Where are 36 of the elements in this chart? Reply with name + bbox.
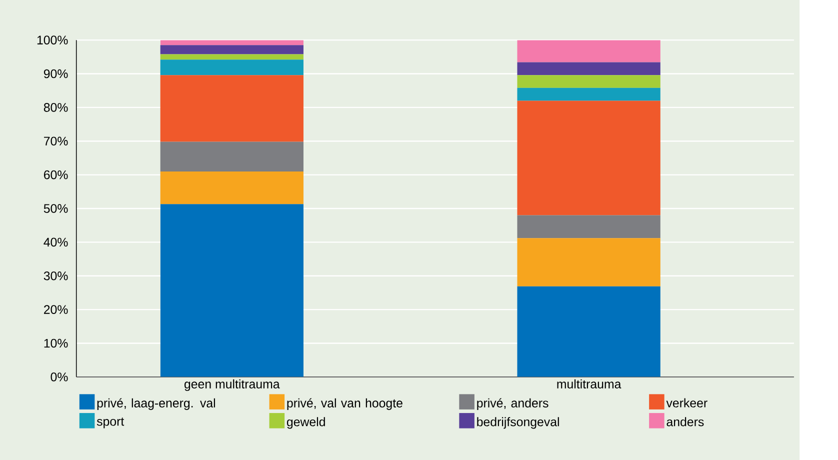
bar: [517, 238, 660, 286]
bar: [160, 142, 304, 172]
bar: [160, 171, 304, 204]
bar: [160, 60, 304, 76]
bar: [160, 204, 304, 377]
y-tick-label: 80%: [44, 103, 68, 112]
y-tick-label: 30%: [44, 271, 68, 280]
legend-label: geweld: [286, 417, 325, 429]
legend-label: privé, val van hoogte: [287, 398, 402, 410]
bar: [517, 62, 660, 76]
legend-label: sport: [96, 418, 124, 428]
y-tick-label: 50%: [44, 204, 68, 213]
bar: [160, 45, 304, 54]
bar: [517, 215, 660, 238]
legend-label: privé, anders: [477, 398, 548, 410]
legend-label: bedrijfsongeval: [477, 417, 559, 429]
y-tick-label: 40%: [44, 238, 68, 247]
legend-label: privé, laag-energ. val: [97, 398, 216, 410]
bar: [160, 54, 304, 60]
x-tick-label: geen multitrauma: [184, 379, 280, 391]
y-tick-label: 0%: [50, 372, 68, 382]
bar: [517, 40, 660, 62]
x-tick-label: multitrauma: [557, 379, 622, 388]
y-tick-label: 20%: [44, 305, 68, 314]
bar: [517, 75, 660, 88]
y-tick-label: 60%: [44, 170, 68, 180]
legend-label: verkeer: [666, 398, 708, 408]
bar: [160, 75, 304, 142]
legend-label: anders: [666, 417, 704, 426]
y-tick-label: 100%: [37, 36, 68, 44]
bar: [517, 286, 660, 377]
bar: [517, 88, 660, 101]
bar: [517, 100, 660, 216]
y-tick-label: 10%: [44, 338, 68, 348]
y-tick-label: 70%: [44, 136, 68, 146]
y-tick-label: 90%: [44, 69, 68, 78]
